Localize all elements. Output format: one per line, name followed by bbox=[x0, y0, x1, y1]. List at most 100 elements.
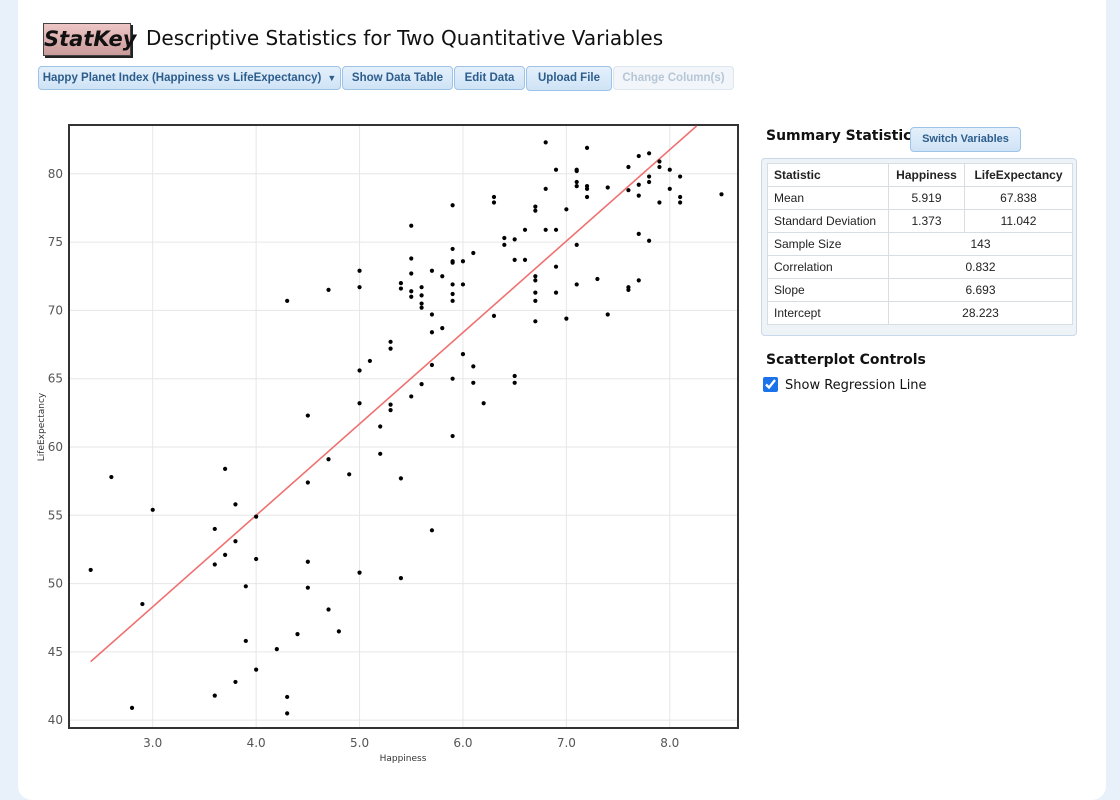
data-point bbox=[429, 330, 435, 335]
stat-value: 11.042 bbox=[964, 209, 1073, 233]
data-point bbox=[574, 179, 579, 185]
data-point bbox=[398, 286, 404, 291]
data-point bbox=[574, 242, 579, 247]
regression-line-group bbox=[90, 125, 698, 663]
data-point bbox=[481, 401, 486, 406]
data-point bbox=[502, 242, 507, 247]
data-point bbox=[678, 174, 683, 179]
data-point bbox=[450, 282, 455, 287]
data-point bbox=[605, 312, 610, 317]
data-point bbox=[388, 402, 393, 407]
data-point bbox=[285, 711, 290, 716]
data-point bbox=[564, 207, 569, 212]
data-point bbox=[512, 373, 517, 379]
y-tick-label: 40 bbox=[48, 713, 63, 727]
data-point bbox=[564, 316, 569, 321]
stat-value: 6.693 bbox=[888, 278, 1073, 302]
change-columns-button: Change Column(s) bbox=[613, 66, 734, 90]
data-point bbox=[378, 451, 383, 456]
data-point bbox=[419, 285, 424, 290]
y-tick-label: 70 bbox=[48, 303, 63, 317]
data-point bbox=[409, 271, 414, 276]
data-point bbox=[584, 145, 590, 150]
x-tick-label: 8.0 bbox=[660, 736, 679, 750]
data-point bbox=[378, 424, 383, 429]
data-point bbox=[140, 601, 145, 607]
data-point bbox=[295, 632, 300, 637]
data-point bbox=[357, 368, 362, 373]
data-point bbox=[243, 638, 248, 644]
table-row: Correlation 0.832 bbox=[767, 255, 1073, 279]
data-point bbox=[223, 552, 228, 557]
data-point bbox=[636, 182, 641, 187]
data-point bbox=[450, 376, 455, 381]
data-point bbox=[129, 705, 135, 710]
x-axis-label: Happiness bbox=[380, 754, 427, 764]
data-point bbox=[657, 159, 662, 164]
y-tick-label: 75 bbox=[48, 235, 63, 249]
column-header-statistic: Statistic bbox=[767, 163, 889, 187]
data-point bbox=[212, 693, 217, 698]
data-point bbox=[150, 507, 155, 512]
data-point bbox=[605, 185, 610, 190]
data-point bbox=[636, 153, 641, 159]
data-point bbox=[326, 607, 331, 612]
data-point bbox=[533, 319, 538, 324]
data-point bbox=[626, 188, 631, 193]
data-point bbox=[647, 179, 652, 185]
x-tick-label: 5.0 bbox=[350, 736, 369, 750]
data-point bbox=[450, 298, 455, 303]
data-point bbox=[522, 257, 528, 262]
data-point bbox=[409, 394, 414, 399]
stat-label: Intercept bbox=[767, 301, 889, 325]
stat-value: 0.832 bbox=[888, 255, 1073, 279]
data-point bbox=[429, 528, 435, 533]
summary-statistics-panel: Statistic Happiness LifeExpectancy Mean … bbox=[761, 158, 1077, 336]
data-point bbox=[254, 556, 259, 562]
chevron-down-icon: ▼ bbox=[327, 73, 337, 83]
data-point bbox=[471, 380, 476, 385]
data-point bbox=[285, 298, 290, 303]
data-point bbox=[419, 293, 424, 298]
show-data-table-button[interactable]: Show Data Table bbox=[342, 66, 453, 90]
data-point bbox=[450, 203, 455, 208]
data-point bbox=[212, 526, 217, 532]
data-point bbox=[357, 401, 362, 406]
data-point bbox=[440, 274, 445, 279]
data-point bbox=[388, 408, 393, 413]
table-row: Slope 6.693 bbox=[767, 278, 1073, 302]
data-point bbox=[657, 200, 662, 205]
data-point bbox=[336, 629, 341, 634]
data-point bbox=[109, 474, 114, 480]
data-point bbox=[543, 227, 548, 232]
stat-value: 5.919 bbox=[888, 186, 965, 210]
dataset-dropdown[interactable]: Happy Planet Index (Happiness vs LifeExp… bbox=[38, 66, 341, 90]
data-point bbox=[409, 223, 414, 228]
data-point bbox=[647, 151, 652, 156]
data-point bbox=[584, 186, 590, 191]
table-row: Standard Deviation 1.373 11.042 bbox=[767, 209, 1073, 233]
statkey-logo[interactable]: StatKey bbox=[43, 23, 136, 56]
regression-line-checkbox[interactable] bbox=[763, 377, 778, 392]
data-point bbox=[326, 457, 331, 462]
data-point bbox=[595, 276, 600, 282]
data-points bbox=[88, 140, 724, 716]
switch-variables-button[interactable]: Switch Variables bbox=[910, 127, 1021, 152]
upload-file-button[interactable]: Upload File bbox=[526, 66, 612, 91]
y-tick-label: 55 bbox=[48, 508, 63, 522]
data-point bbox=[388, 346, 393, 351]
data-point bbox=[460, 259, 466, 264]
regression-line-label[interactable]: Show Regression Line bbox=[785, 378, 927, 393]
edit-data-button[interactable]: Edit Data bbox=[454, 66, 525, 90]
y-tick-label: 65 bbox=[48, 372, 63, 386]
data-point bbox=[460, 282, 466, 287]
data-point bbox=[657, 164, 662, 170]
data-point bbox=[409, 289, 414, 294]
data-point bbox=[367, 358, 372, 364]
y-tick-label: 60 bbox=[48, 440, 63, 454]
data-point bbox=[543, 186, 548, 191]
data-point bbox=[285, 694, 290, 700]
summary-statistics-table: Statistic Happiness LifeExpectancy Mean … bbox=[767, 163, 1073, 325]
stat-label: Sample Size bbox=[767, 232, 889, 256]
data-point bbox=[274, 647, 279, 652]
